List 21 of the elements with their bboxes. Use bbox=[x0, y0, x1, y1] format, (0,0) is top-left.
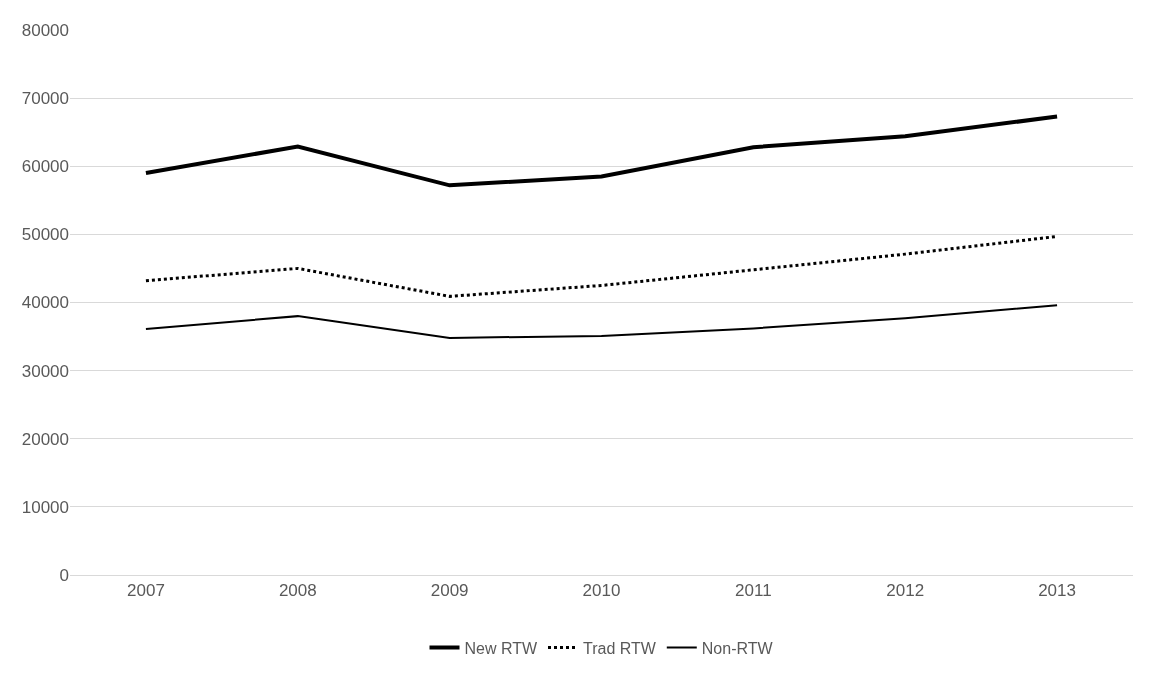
x-tick-label: 2008 bbox=[278, 581, 317, 601]
y-tick-label: 10000 bbox=[21, 497, 69, 517]
y-tick-label: 80000 bbox=[21, 20, 69, 40]
y-tick-label: 60000 bbox=[21, 157, 69, 177]
legend-label: Non-RTW bbox=[701, 639, 774, 657]
x-tick-label: 2009 bbox=[430, 581, 469, 601]
y-tick-label: 70000 bbox=[21, 89, 69, 109]
y-tick-label: 0 bbox=[59, 565, 69, 585]
x-tick-label: 2007 bbox=[127, 581, 165, 601]
x-tick-label: 2013 bbox=[1038, 581, 1076, 601]
line-series bbox=[143, 114, 1060, 188]
legend-label: New RTW bbox=[464, 639, 538, 657]
y-tick-label: 50000 bbox=[21, 225, 69, 245]
y-tick-label: 40000 bbox=[21, 293, 69, 313]
x-tick-label: 2011 bbox=[735, 581, 772, 601]
y-tick-label: 30000 bbox=[21, 361, 69, 381]
y-tick-label: 20000 bbox=[21, 429, 69, 449]
line-series bbox=[144, 304, 1059, 339]
x-tick-label: 2012 bbox=[886, 581, 925, 601]
x-tick-label: 2010 bbox=[582, 581, 621, 601]
legend-label: Trad RTW bbox=[582, 639, 657, 657]
